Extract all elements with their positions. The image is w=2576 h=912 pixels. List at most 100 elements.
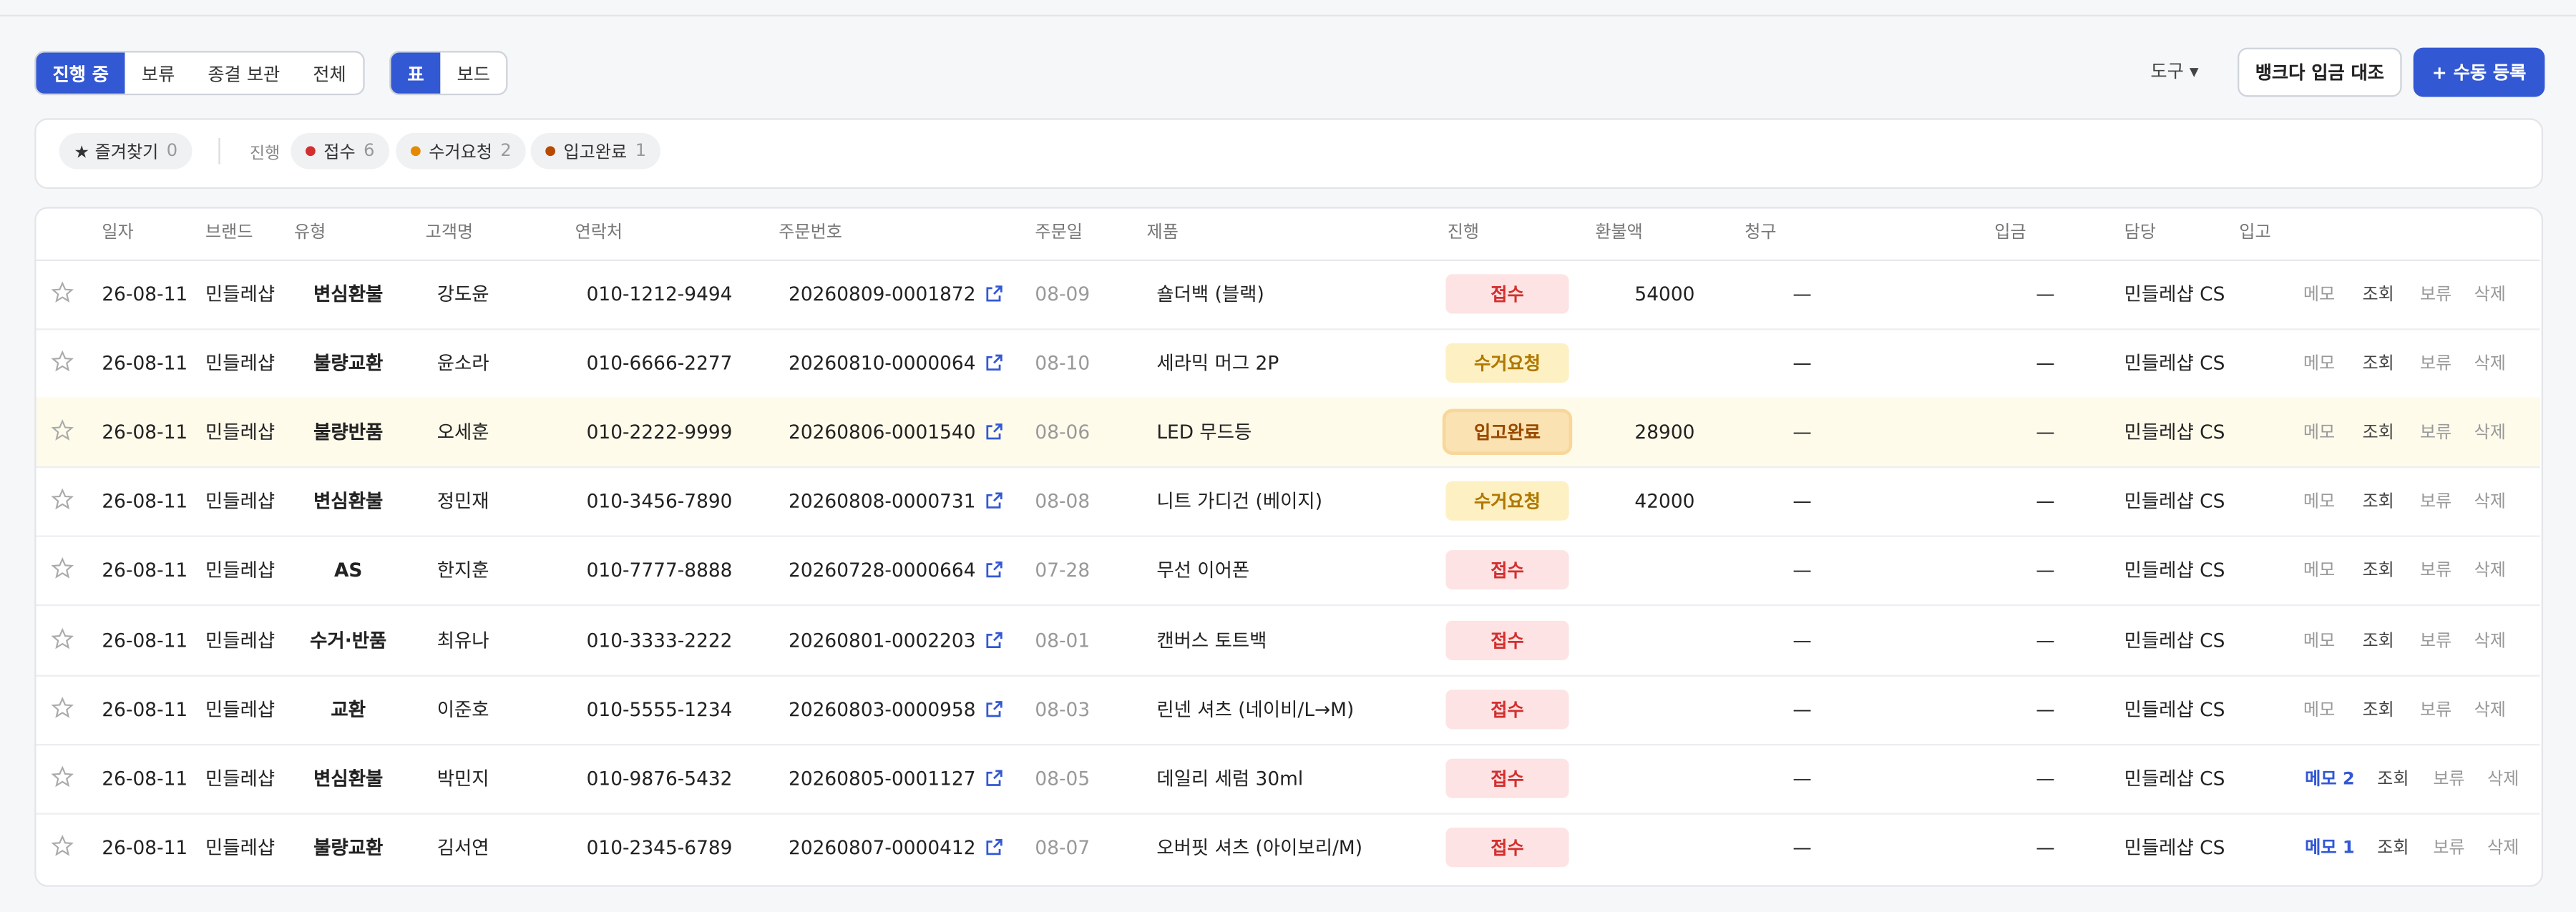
row-action[interactable]: 보류 [2419,492,2452,512]
favorite-star[interactable] [51,765,74,788]
favorite-star[interactable] [51,489,74,511]
order-link[interactable] [984,699,1004,719]
manager: 민들레샵 CS [2124,282,2225,306]
order-date: 08-03 [1035,697,1091,720]
row-action[interactable]: 조회 [2362,492,2394,512]
brand: 민들레샵 [205,351,275,375]
order-link[interactable] [984,491,1004,511]
row-border [36,328,2540,330]
order-number: 20260805-0001127 [789,766,976,790]
favorite-star[interactable] [51,627,74,649]
row-action[interactable]: 조회 [2362,285,2394,305]
status-tab[interactable]: 전체 [313,63,346,85]
claim: — [1792,421,1812,444]
refund-amount: 42000 [1634,489,1695,514]
row-action[interactable]: 보류 [2419,700,2452,720]
row-action[interactable]: 보류 [2419,285,2452,305]
row-action[interactable]: 삭제 [2474,492,2507,512]
chip-dot [306,146,316,157]
row-action[interactable]: 메모 1 [2305,838,2355,858]
manager: 민들레샵 CS [2124,351,2225,375]
status-tab[interactable]: 종결 보관 [208,63,280,85]
order-date: 08-09 [1035,282,1091,306]
row-action[interactable]: 보류 [2419,561,2452,582]
status-chip[interactable]: 입고완료 1 [530,132,661,170]
order-link[interactable] [984,353,1004,373]
row-action[interactable]: 삭제 [2474,423,2507,443]
header-border [36,259,2540,262]
row-action[interactable]: 보류 [2433,838,2465,858]
bank-match-button[interactable]: 뱅크다 입금 대조 [2238,47,2402,97]
order-date: 08-07 [1035,835,1091,859]
row-action[interactable]: 메모 [2303,630,2336,651]
type: 수거·반품 [310,628,387,652]
row-action[interactable]: 보류 [2433,768,2465,789]
row-action[interactable]: 삭제 [2474,561,2507,582]
customer: 한지훈 [436,559,489,582]
tools-menu[interactable]: 도구 ▾ [2150,60,2199,82]
order-link[interactable] [984,768,1004,788]
status-badge: 접수 [1445,689,1569,729]
row-action[interactable]: 삭제 [2474,700,2507,720]
row-action[interactable]: 메모 [2303,700,2336,720]
date: 26-08-11 [102,282,188,306]
favorite-chip[interactable]: ★ 즐겨찾기 0 [59,132,192,170]
order-link[interactable] [984,837,1004,857]
brand: 민들레샵 [205,559,275,582]
favorite-star[interactable] [51,557,74,580]
row-action[interactable]: 보류 [2419,630,2452,651]
status-chip[interactable]: 접수 6 [291,132,390,170]
status-chip[interactable]: 수거요청 2 [396,132,527,170]
column-header: 주문번호 [779,222,842,242]
product: 니트 가디건 (베이지) [1156,489,1323,514]
favorite-star[interactable] [51,696,74,719]
date: 26-08-11 [102,559,188,582]
claim: — [1792,697,1812,720]
view-tab[interactable]: 보드 [457,63,491,85]
phone: 010-1212-9494 [586,282,733,306]
row-action[interactable]: 삭제 [2487,838,2519,858]
row-action[interactable]: 보류 [2419,423,2452,443]
row-action[interactable]: 조회 [2362,353,2394,374]
row-action[interactable]: 조회 [2377,838,2409,858]
row-action[interactable]: 조회 [2362,630,2394,651]
chip-count: 0 [166,141,178,161]
order-link[interactable] [984,422,1004,442]
deposit: — [2036,351,2055,375]
column-header: 입금 [1994,222,2026,242]
favorite-star[interactable] [51,281,74,304]
order-link[interactable] [984,629,1004,649]
row-action[interactable]: 삭제 [2474,630,2507,651]
filter-group-label: 진행 [249,145,280,164]
row-action[interactable]: 조회 [2377,768,2409,789]
row-action[interactable]: 삭제 [2474,353,2507,374]
row-action[interactable]: 삭제 [2487,768,2519,789]
row-action[interactable]: 조회 [2362,561,2394,582]
row-action[interactable]: 메모 [2303,561,2336,582]
favorite-star[interactable] [51,419,74,442]
brand: 민들레샵 [205,282,275,306]
chip-label: 접수 [323,142,356,162]
order-number: 20260728-0000664 [789,559,976,582]
claim: — [1792,766,1812,790]
row-action[interactable]: 삭제 [2474,285,2507,305]
row-action[interactable]: 조회 [2362,423,2394,443]
row-action[interactable]: 메모 [2303,492,2336,512]
row-action[interactable]: 메모 [2303,353,2336,374]
order-link[interactable] [984,284,1004,304]
status-badge: 수거요청 [1445,481,1569,521]
order-link[interactable] [984,561,1004,581]
column-header: 담당 [2124,222,2156,242]
row-action[interactable]: 메모 2 [2305,768,2355,789]
row-action[interactable]: 조회 [2362,700,2394,720]
row-action[interactable]: 보류 [2419,353,2452,374]
row-action[interactable]: 메모 [2303,285,2336,305]
favorite-star[interactable] [51,834,74,857]
status-tab[interactable]: 보류 [141,63,175,85]
deposit: — [2036,835,2055,859]
view-tab[interactable]: 표 [391,52,441,94]
favorite-star[interactable] [51,350,74,373]
row-action[interactable]: 메모 [2303,423,2336,443]
add-button[interactable]: + 수동 등록 [2413,47,2545,97]
status-tab[interactable]: 진행 중 [36,52,125,94]
